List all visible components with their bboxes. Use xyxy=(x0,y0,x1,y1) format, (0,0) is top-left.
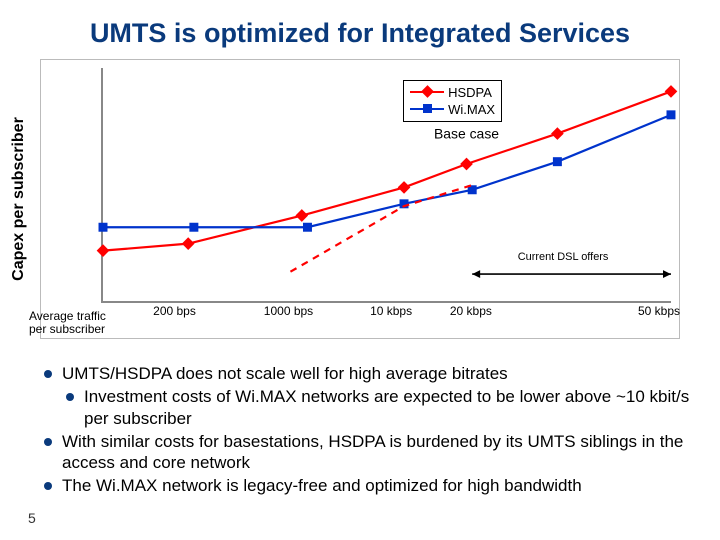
y-axis-label: Capex per subscriber xyxy=(10,117,28,281)
series-line-wi-max xyxy=(103,115,671,227)
x-tick-row: 200 bps 1000 bps 10 kbps 20 kbps 50 kbps xyxy=(29,304,689,334)
diamond-marker xyxy=(665,85,678,98)
square-marker-icon xyxy=(423,104,432,113)
x-tick-label: 1000 bps xyxy=(264,304,313,318)
bullet-item: Investment costs of Wi.MAX networks are … xyxy=(44,386,692,429)
square-marker xyxy=(553,157,562,166)
chart-annotation: Current DSL offers xyxy=(518,251,609,263)
chart-svg: Base case Current DSL offers xyxy=(103,68,671,302)
diamond-marker xyxy=(398,181,411,194)
legend-line-icon xyxy=(410,108,444,110)
series-line-wi-max-dash xyxy=(290,185,472,272)
x-tick-label: 20 kbps xyxy=(450,304,492,318)
square-marker xyxy=(667,110,676,119)
chart-annotation: Base case xyxy=(434,125,499,141)
bullet-item: The Wi.MAX network is legacy-free and op… xyxy=(44,475,692,496)
dsl-arrow xyxy=(472,270,480,278)
x-tick-label: 50 kbps xyxy=(638,304,680,318)
page-number: 5 xyxy=(28,510,36,526)
diamond-marker xyxy=(551,127,564,140)
diamond-marker xyxy=(182,237,195,250)
legend-label: Wi.MAX xyxy=(448,102,495,117)
diamond-marker xyxy=(460,158,473,171)
legend-line-icon xyxy=(410,91,444,93)
dsl-arrow xyxy=(663,270,671,278)
legend-item: Wi.MAX xyxy=(410,101,495,118)
bullets-section: UMTS/HSDPA does not scale well for high … xyxy=(44,363,692,497)
page-title: UMTS is optimized for Integrated Service… xyxy=(0,0,720,59)
plot-area: Base case Current DSL offers xyxy=(101,68,671,303)
diamond-marker xyxy=(97,244,110,257)
bullet-item: UMTS/HSDPA does not scale well for high … xyxy=(44,363,692,384)
legend-item: HSDPA xyxy=(410,84,495,101)
chart-legend: HSDPA Wi.MAX xyxy=(403,80,502,122)
diamond-marker xyxy=(295,209,308,222)
x-tick-label: 200 bps xyxy=(153,304,196,318)
x-tick-label: 10 kbps xyxy=(370,304,412,318)
chart-container: Capex per subscriber Base caseCurrent DS… xyxy=(40,59,680,339)
bullet-item: With similar costs for basestations, HSD… xyxy=(44,431,692,474)
square-marker xyxy=(303,223,312,232)
square-marker xyxy=(189,223,198,232)
legend-label: HSDPA xyxy=(448,85,492,100)
square-marker xyxy=(99,223,108,232)
diamond-marker-icon xyxy=(421,85,434,98)
